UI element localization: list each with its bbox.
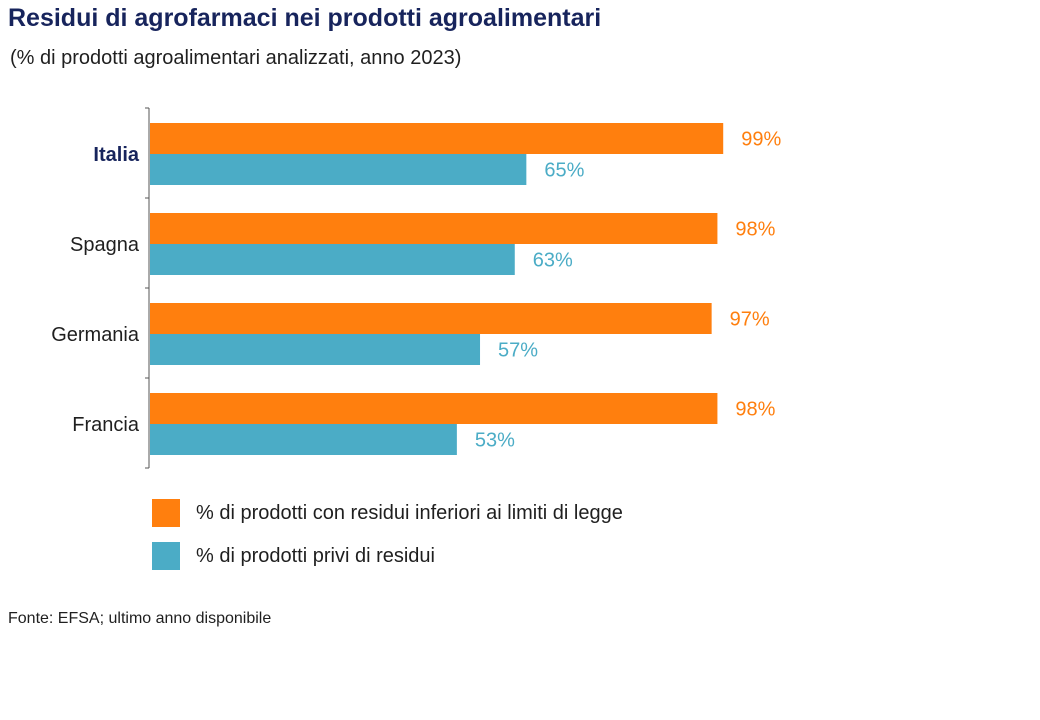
data-label-italia-series-0: 99% bbox=[741, 129, 781, 151]
bar-francia-series-0 bbox=[150, 393, 718, 424]
bar-chart: Italia 99% 65% Spagna 98% 63% Germania 97% 57% Fr… bbox=[51, 107, 781, 469]
chart-title: Residui di agrofarmaci nei prodotti agro… bbox=[8, 4, 602, 32]
data-label-germania-series-0: 97% bbox=[730, 309, 770, 331]
bar-germania-series-0 bbox=[150, 303, 712, 334]
bar-germania-series-1 bbox=[150, 334, 481, 365]
data-label-francia-series-0: 98% bbox=[735, 399, 775, 421]
category-label-francia: Francia bbox=[72, 414, 140, 436]
data-label-italia-series-1: 65% bbox=[544, 160, 584, 182]
bar-spagna-series-0 bbox=[150, 213, 718, 244]
category-label-spagna: Spagna bbox=[70, 234, 140, 256]
category-label-germania: Germania bbox=[51, 324, 140, 346]
category-label-italia: Italia bbox=[93, 144, 139, 166]
legend-label-residui-inferiori: % di prodotti con residui inferiori ai l… bbox=[196, 501, 623, 524]
bar-italia-series-1 bbox=[150, 154, 527, 185]
legend-swatch-teal bbox=[152, 542, 180, 570]
legend-item-privi-residui: % di prodotti privi di residui bbox=[152, 542, 435, 570]
data-label-spagna-series-1: 63% bbox=[533, 250, 573, 272]
data-label-germania-series-1: 57% bbox=[498, 340, 538, 362]
bar-francia-series-1 bbox=[150, 424, 457, 455]
chart-subtitle: (% di prodotti agroalimentari analizzati… bbox=[10, 47, 462, 69]
source-note: Fonte: EFSA; ultimo anno disponibile bbox=[8, 610, 272, 627]
legend-item-residui-inferiori: % di prodotti con residui inferiori ai l… bbox=[152, 499, 623, 527]
bar-italia-series-0 bbox=[150, 123, 724, 154]
legend-label-privi-residui: % di prodotti privi di residui bbox=[196, 544, 435, 567]
bar-spagna-series-1 bbox=[150, 244, 515, 275]
legend-swatch-orange bbox=[152, 499, 180, 527]
data-label-francia-series-1: 53% bbox=[475, 430, 515, 452]
data-label-spagna-series-0: 98% bbox=[735, 219, 775, 241]
